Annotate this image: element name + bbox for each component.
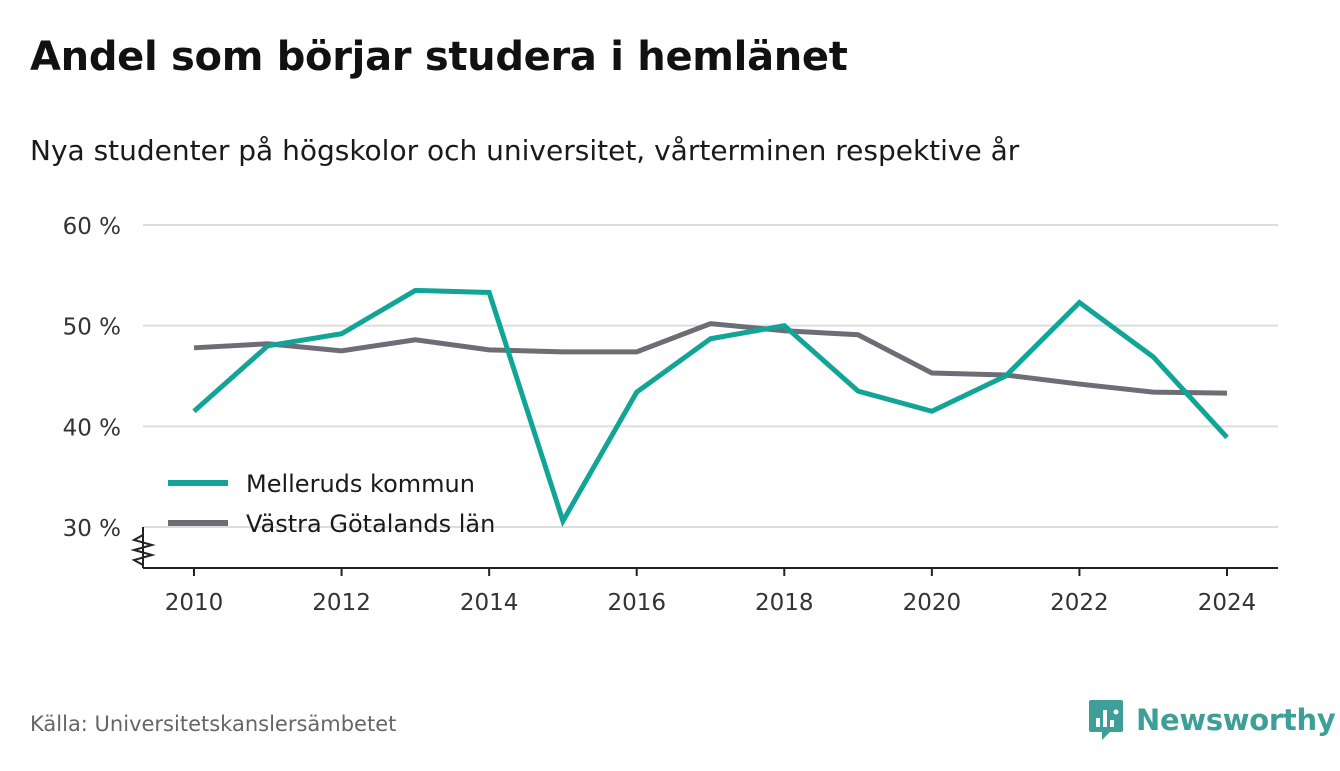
x-tick-label: 2014 bbox=[460, 590, 519, 616]
newsworthy-logo-icon bbox=[1089, 700, 1123, 740]
x-tick-label: 2016 bbox=[607, 590, 666, 616]
chart-subtitle: Nya studenter på högskolor och universit… bbox=[30, 134, 1020, 167]
x-tick-label: 2018 bbox=[755, 590, 814, 616]
y-tick-label: 60 % bbox=[63, 214, 121, 240]
legend-label: Melleruds kommun bbox=[246, 470, 475, 498]
source-note: Källa: Universitetskanslersämbetet bbox=[30, 712, 397, 736]
brand-name: Newsworthy bbox=[1136, 703, 1336, 737]
x-tick-label: 2022 bbox=[1050, 590, 1109, 616]
axis-break-icon bbox=[130, 534, 156, 566]
legend-label: Västra Götalands län bbox=[246, 510, 495, 538]
series-line-1 bbox=[192, 287, 1229, 528]
x-tick-label: 2020 bbox=[903, 590, 962, 616]
brand-logo: Newsworthy bbox=[1088, 698, 1336, 742]
x-tick-label: 2010 bbox=[165, 590, 224, 616]
y-tick-label: 50 % bbox=[63, 315, 121, 341]
chart-title: Andel som börjar studera i hemlänet bbox=[30, 34, 848, 80]
series-line-2 bbox=[193, 321, 1228, 396]
y-tick-label: 30 % bbox=[63, 516, 121, 542]
x-tick-label: 2024 bbox=[1198, 590, 1257, 616]
x-tick-label: 2012 bbox=[312, 590, 371, 616]
y-tick-label: 40 % bbox=[63, 415, 121, 441]
